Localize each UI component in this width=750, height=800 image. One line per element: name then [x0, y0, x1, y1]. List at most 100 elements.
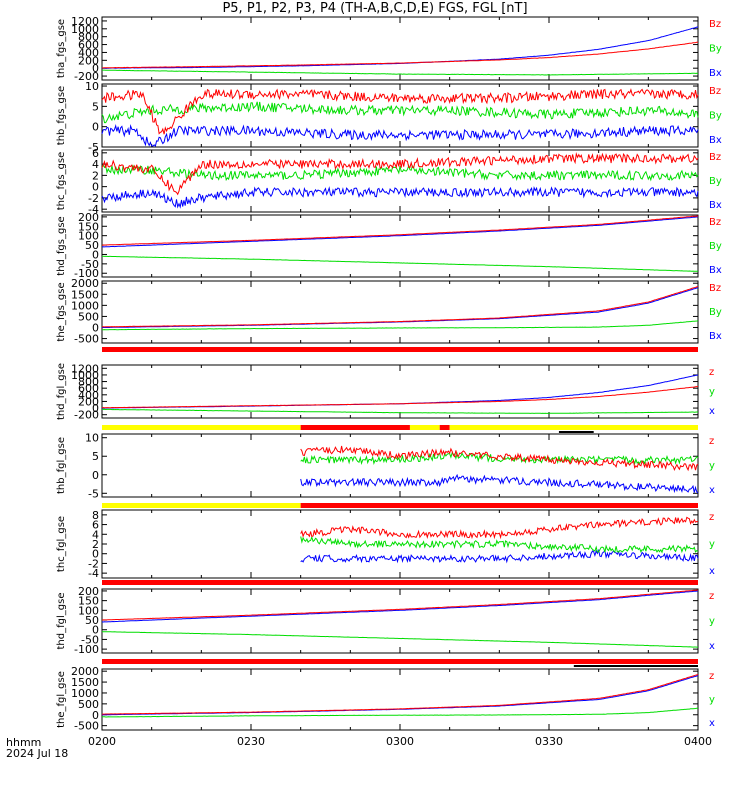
series-By [102, 320, 699, 331]
y-tick-label: 1500 [71, 676, 99, 689]
y-tick-label: 100 [78, 604, 99, 617]
mode-bar-segment [102, 503, 301, 508]
legend-By: By [709, 176, 722, 187]
x-tick-label: 0330 [535, 735, 563, 748]
y-tick-label: 0 [92, 469, 99, 482]
legend-Bx: Bx [709, 68, 722, 79]
mode-bar-mark [578, 431, 584, 433]
legend-Bx: Bx [709, 135, 722, 146]
y-tick-label: 1000 [71, 23, 99, 36]
y-tick-label: 0 [92, 402, 99, 415]
x-tick-label: 0230 [237, 735, 265, 748]
y-tick-label: 1500 [71, 288, 99, 301]
y-axis-label: thb_fgl_gse [56, 437, 67, 494]
series-y [300, 535, 699, 554]
y-tick-label: 50 [85, 614, 99, 627]
legend-z: z [709, 591, 714, 602]
series-By [102, 255, 699, 272]
y-tick-label: -5 [88, 487, 99, 500]
y-tick-label: 0 [92, 121, 99, 134]
legend-x: x [709, 485, 715, 496]
series-Bz [102, 41, 699, 69]
y-tick-label: -50 [81, 258, 99, 271]
y-tick-label: -500 [74, 720, 99, 733]
y-tick-label: 0 [92, 709, 99, 722]
x-tick-label: 0400 [684, 735, 712, 748]
legend-y: y [709, 616, 715, 627]
series-Bx [101, 124, 699, 147]
panel-frame [101, 280, 699, 344]
legend-Bz: Bz [709, 217, 721, 228]
series-Bz [102, 215, 699, 246]
series-z [101, 589, 699, 621]
series-Bz [102, 286, 699, 328]
y-tick-label: 800 [78, 31, 99, 44]
y-tick-label: 0 [92, 548, 99, 561]
legend-z: z [709, 436, 714, 447]
y-axis-label: thc_fgl_gse [56, 516, 67, 572]
y-tick-label: 8 [92, 509, 99, 522]
legend-z: z [709, 671, 714, 682]
mode-bar-segment [102, 347, 698, 352]
mode-bar-mark [573, 665, 698, 667]
y-tick-label: -100 [74, 643, 99, 656]
y-tick-label: -4 [88, 203, 99, 216]
y-tick-label: 0 [92, 322, 99, 335]
mode-bar-mark [568, 431, 574, 433]
y-axis-label: the_fgl_gse [56, 671, 67, 728]
legend-y: y [709, 461, 715, 472]
y-tick-label: -100 [74, 267, 99, 280]
series-By [101, 101, 699, 124]
x-tick-label: 0300 [386, 735, 414, 748]
legend-y: y [709, 539, 715, 550]
y-tick-label: 2 [92, 538, 99, 551]
series-y [101, 707, 699, 718]
legend-Bx: Bx [709, 331, 722, 342]
series-z [300, 445, 699, 472]
series-Bx [101, 216, 699, 248]
mode-bar-segment [300, 503, 698, 508]
mode-bar-mark [558, 431, 594, 433]
y-tick-label: 1200 [71, 362, 99, 375]
y-tick-label: 100 [78, 230, 99, 243]
y-tick-label: 600 [78, 382, 99, 395]
panel-frame [101, 16, 699, 81]
panel-frame [101, 83, 699, 148]
y-tick-label: 1000 [71, 687, 99, 700]
y-tick-label: -200 [74, 409, 99, 422]
y-tick-label: 500 [78, 698, 99, 711]
series-Bx [101, 26, 699, 69]
legend-Bz: Bz [709, 86, 721, 97]
y-tick-label: -2 [88, 192, 99, 205]
legend-x: x [709, 566, 715, 577]
y-tick-label: 4 [92, 528, 99, 541]
mode-bar-segment [102, 425, 301, 430]
y-tick-label: 4 [92, 158, 99, 171]
legend-y: y [709, 387, 715, 398]
y-axis-label: tha_fgs_gse [56, 19, 67, 78]
legend-By: By [709, 307, 722, 318]
footer-labels: hhmm 2024 Jul 18 [6, 737, 68, 759]
series-By [101, 69, 699, 76]
y-tick-label: 5 [92, 100, 99, 113]
y-tick-label: 2 [92, 169, 99, 182]
y-tick-label: -50 [81, 633, 99, 646]
legend-By: By [709, 241, 722, 252]
y-tick-label: 150 [78, 595, 99, 608]
y-tick-label: 600 [78, 39, 99, 52]
y-tick-label: 800 [78, 376, 99, 389]
y-tick-label: 2000 [71, 665, 99, 678]
y-tick-label: -200 [74, 70, 99, 83]
series-y [101, 631, 699, 648]
y-tick-label: 0 [92, 624, 99, 637]
y-axis-label: thd_fgl_gse [56, 593, 67, 650]
y-tick-label: 1000 [71, 369, 99, 382]
series-Bz [101, 152, 699, 196]
legend-x: x [709, 718, 715, 729]
y-tick-label: 500 [78, 310, 99, 323]
